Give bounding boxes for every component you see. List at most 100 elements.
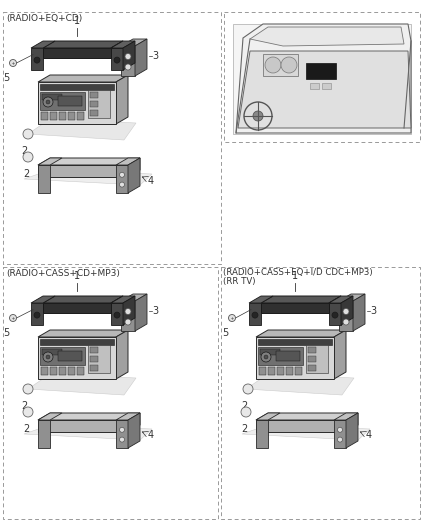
Polygon shape bbox=[43, 41, 123, 48]
Bar bbox=[50, 112, 57, 120]
Bar bbox=[286, 367, 293, 375]
Polygon shape bbox=[38, 413, 62, 420]
Bar bbox=[329, 303, 341, 325]
Bar bbox=[306, 345, 328, 373]
Bar bbox=[256, 337, 334, 379]
Bar bbox=[77, 112, 84, 120]
Polygon shape bbox=[116, 158, 140, 165]
Bar bbox=[233, 24, 411, 134]
Bar bbox=[38, 165, 50, 193]
Bar bbox=[77, 367, 84, 375]
Polygon shape bbox=[38, 158, 140, 165]
Polygon shape bbox=[128, 413, 140, 448]
Bar bbox=[224, 12, 420, 142]
Text: 3: 3 bbox=[370, 306, 376, 316]
Polygon shape bbox=[128, 158, 140, 193]
Bar bbox=[306, 63, 336, 79]
Polygon shape bbox=[135, 294, 147, 331]
Polygon shape bbox=[123, 41, 135, 70]
Polygon shape bbox=[346, 413, 358, 448]
Bar bbox=[58, 351, 82, 361]
Bar bbox=[258, 339, 332, 345]
Bar bbox=[42, 94, 62, 100]
Bar bbox=[90, 347, 98, 353]
Circle shape bbox=[23, 129, 33, 139]
Bar bbox=[38, 165, 128, 177]
Text: 3: 3 bbox=[152, 51, 158, 61]
Text: 1: 1 bbox=[292, 271, 298, 281]
Polygon shape bbox=[334, 330, 346, 379]
Polygon shape bbox=[128, 158, 140, 177]
Polygon shape bbox=[28, 119, 136, 140]
Bar bbox=[40, 347, 85, 365]
Circle shape bbox=[261, 352, 271, 362]
Text: (RADIO+CASS+CD+MP3): (RADIO+CASS+CD+MP3) bbox=[6, 269, 120, 278]
Text: 2: 2 bbox=[21, 401, 27, 411]
Text: 4: 4 bbox=[148, 431, 154, 441]
Circle shape bbox=[34, 57, 40, 63]
Circle shape bbox=[23, 407, 33, 417]
Bar bbox=[90, 101, 98, 107]
Circle shape bbox=[114, 57, 120, 63]
Bar bbox=[116, 165, 128, 193]
Text: 5: 5 bbox=[222, 328, 228, 338]
Circle shape bbox=[46, 355, 50, 359]
Polygon shape bbox=[334, 413, 358, 420]
Polygon shape bbox=[236, 24, 411, 133]
Polygon shape bbox=[242, 425, 370, 440]
Bar bbox=[40, 84, 114, 90]
Bar bbox=[38, 337, 116, 379]
Polygon shape bbox=[123, 296, 135, 325]
Bar bbox=[88, 345, 110, 373]
Circle shape bbox=[264, 355, 268, 359]
Circle shape bbox=[343, 319, 349, 325]
Bar bbox=[88, 90, 110, 118]
Circle shape bbox=[120, 172, 124, 177]
Bar bbox=[249, 303, 261, 325]
Circle shape bbox=[34, 312, 40, 318]
Polygon shape bbox=[38, 413, 140, 420]
Bar bbox=[90, 356, 98, 362]
Circle shape bbox=[120, 182, 124, 187]
Text: 2: 2 bbox=[23, 169, 29, 179]
Circle shape bbox=[23, 152, 33, 162]
Circle shape bbox=[281, 57, 297, 73]
Circle shape bbox=[9, 60, 16, 66]
Polygon shape bbox=[353, 294, 365, 331]
Bar bbox=[258, 347, 303, 365]
Bar bbox=[40, 92, 85, 110]
Circle shape bbox=[43, 97, 53, 107]
Polygon shape bbox=[24, 170, 152, 185]
Polygon shape bbox=[38, 75, 128, 82]
Polygon shape bbox=[238, 51, 411, 128]
Circle shape bbox=[243, 384, 253, 394]
Text: 5: 5 bbox=[3, 328, 9, 338]
Bar bbox=[59, 367, 66, 375]
Bar bbox=[58, 96, 82, 106]
Bar bbox=[256, 420, 346, 432]
Bar bbox=[221, 267, 420, 519]
Text: 4: 4 bbox=[366, 431, 372, 441]
Polygon shape bbox=[38, 330, 128, 337]
Bar bbox=[121, 301, 135, 331]
Polygon shape bbox=[256, 330, 346, 337]
Polygon shape bbox=[256, 413, 358, 420]
Polygon shape bbox=[135, 39, 147, 76]
Text: 3: 3 bbox=[152, 306, 158, 316]
Bar bbox=[68, 112, 75, 120]
Polygon shape bbox=[31, 41, 55, 48]
Text: 4: 4 bbox=[148, 175, 154, 185]
Bar bbox=[41, 112, 48, 120]
Polygon shape bbox=[38, 158, 62, 165]
Polygon shape bbox=[111, 41, 135, 48]
Bar bbox=[308, 347, 316, 353]
Bar bbox=[38, 82, 116, 124]
Polygon shape bbox=[111, 296, 135, 303]
Bar bbox=[121, 46, 135, 76]
Polygon shape bbox=[28, 374, 136, 395]
Bar bbox=[308, 356, 316, 362]
Polygon shape bbox=[43, 296, 123, 303]
Bar bbox=[31, 48, 43, 70]
Polygon shape bbox=[128, 413, 140, 432]
Bar bbox=[259, 367, 266, 375]
